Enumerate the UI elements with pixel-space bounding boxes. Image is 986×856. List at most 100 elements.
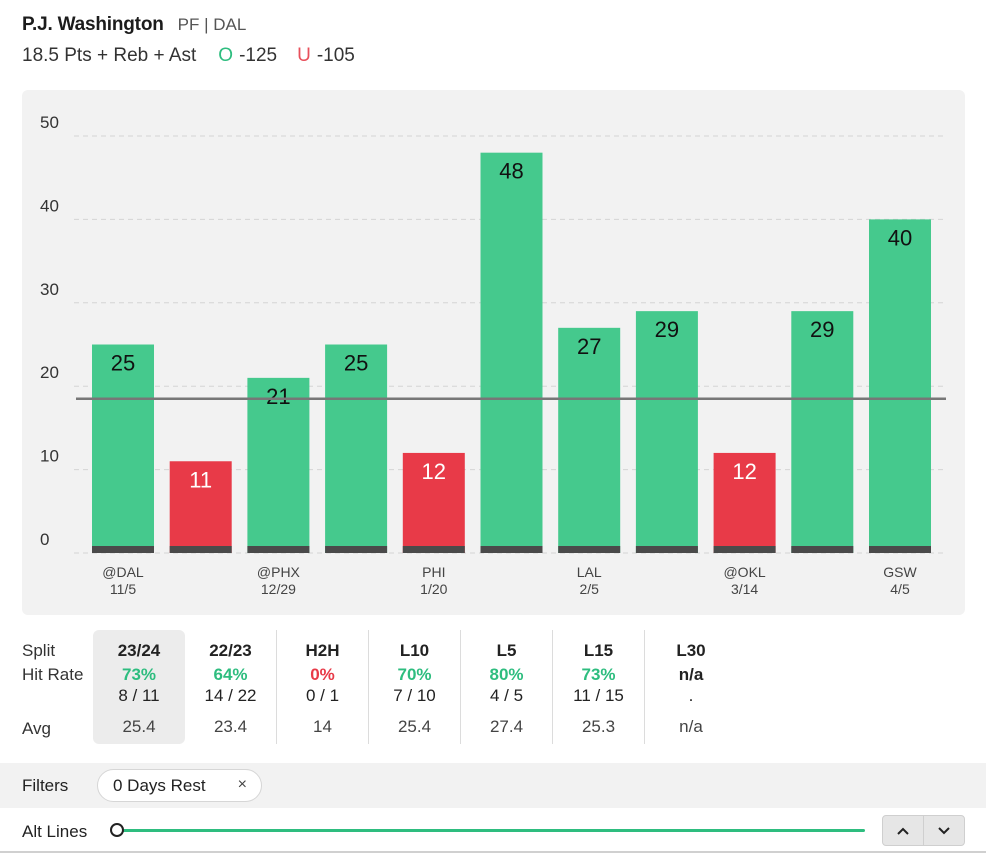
alt-lines-bar: Alt Lines xyxy=(0,808,986,853)
bar[interactable] xyxy=(791,311,854,553)
split-label: L5 xyxy=(496,641,517,660)
bar[interactable] xyxy=(635,311,698,553)
split-label: L15 xyxy=(583,641,614,660)
x-opponent-label: LAL xyxy=(577,564,602,580)
over-odds[interactable]: O -125 xyxy=(218,45,277,67)
hit-rate-value: n/a xyxy=(678,665,704,684)
split-column[interactable]: L5 80% 4 / 5 27.4 xyxy=(461,630,553,744)
hit-count-value: 14 / 22 xyxy=(204,686,257,705)
x-date-label: 3/14 xyxy=(731,581,758,597)
bar-value-label: 11 xyxy=(189,467,212,492)
hit-count-value: . xyxy=(688,686,694,705)
x-opponent-label: @OKL xyxy=(723,564,765,580)
player-position-team: PF | DAL xyxy=(177,15,247,34)
bar[interactable] xyxy=(92,344,154,554)
bar[interactable] xyxy=(713,452,776,553)
avg-value: 25.3 xyxy=(581,717,616,736)
x-date-label: 12/29 xyxy=(261,581,296,597)
split-column[interactable]: L10 70% 7 / 10 25.4 xyxy=(369,630,461,744)
bar-base xyxy=(635,546,698,553)
under-icon: U xyxy=(297,45,311,66)
x-date-label: 1/20 xyxy=(420,581,447,597)
bar-value-label: 29 xyxy=(810,317,834,342)
bar[interactable] xyxy=(558,327,621,553)
over-odds-value: -125 xyxy=(239,45,278,66)
hit-rate-value: 64% xyxy=(213,665,248,684)
hit-rate-value: 80% xyxy=(489,665,524,684)
bar-value-label: 25 xyxy=(111,351,135,376)
filters-bar: Filters 0 Days Rest × xyxy=(0,763,986,808)
hit-count-value: 7 / 10 xyxy=(393,686,436,705)
y-tick-label: 0 xyxy=(40,530,49,549)
split-column[interactable]: L15 73% 11 / 15 25.3 xyxy=(553,630,645,744)
split-label: 22/23 xyxy=(209,641,252,660)
bar-value-label: 48 xyxy=(499,159,523,184)
line-down-button[interactable] xyxy=(923,816,964,845)
bar[interactable] xyxy=(169,461,232,553)
hit-count-value: 0 / 1 xyxy=(305,686,340,705)
bar-base xyxy=(325,546,388,553)
bar-base xyxy=(558,546,621,553)
prop-line: 18.5 Pts + Reb + Ast xyxy=(22,45,197,66)
split-column[interactable]: H2H 0% 0 / 1 14 xyxy=(277,630,369,744)
avg-value: 25.4 xyxy=(397,717,432,736)
split-column[interactable]: L30 n/a. n/a xyxy=(645,630,737,744)
avg-value: 27.4 xyxy=(489,717,524,736)
bar[interactable] xyxy=(402,452,465,553)
player-name: P.J. Washington xyxy=(22,14,164,35)
bar-base xyxy=(713,546,776,553)
bar-base xyxy=(92,546,154,553)
line-up-button[interactable] xyxy=(883,816,923,845)
game-log-chart: 0 10 20 30 40 50 25 11 21 25 12 48 27 29 12 29 40 @DAL 11/… xyxy=(22,90,965,615)
bar-base xyxy=(791,546,854,553)
bar-value-label: 40 xyxy=(888,225,912,250)
bar-value-label: 25 xyxy=(344,351,368,376)
split-label: L10 xyxy=(399,641,430,660)
bar[interactable] xyxy=(869,219,931,553)
hit-rate-row-label: Hit Rate xyxy=(22,665,84,684)
bar-base xyxy=(402,546,465,553)
bar-value-label: 12 xyxy=(422,459,446,484)
chevron-down-icon xyxy=(938,826,950,834)
split-label: H2H xyxy=(305,641,340,660)
x-opponent-label: GSW xyxy=(883,564,917,580)
alt-lines-slider-track[interactable] xyxy=(117,829,865,832)
under-odds[interactable]: U -105 xyxy=(297,45,355,67)
split-label: 23/24 xyxy=(117,641,161,660)
bar-value-label: 27 xyxy=(577,334,601,359)
avg-value: n/a xyxy=(679,717,703,736)
y-tick-label: 40 xyxy=(40,196,59,215)
bar-base xyxy=(480,546,543,553)
y-tick-label: 10 xyxy=(40,447,59,466)
bar[interactable] xyxy=(325,344,388,554)
x-opponent-label: @DAL xyxy=(102,564,144,580)
close-icon[interactable]: × xyxy=(237,776,247,793)
avg-row-label: Avg xyxy=(22,719,51,738)
filter-chip-label: 0 Days Rest xyxy=(113,775,206,795)
over-icon: O xyxy=(218,45,234,66)
hit-count-value: 11 / 15 xyxy=(573,686,624,705)
split-row-label: Split xyxy=(22,641,56,660)
filter-chip-days-rest[interactable]: 0 Days Rest × xyxy=(97,769,262,802)
bar[interactable] xyxy=(247,377,310,553)
x-date-label: 2/5 xyxy=(579,581,599,597)
bar-chart: 0 10 20 30 40 50 25 11 21 25 12 48 27 29 12 29 40 @DAL11/… xyxy=(40,113,946,597)
split-column[interactable]: 22/23 64% 14 / 22 23.4 xyxy=(185,630,277,744)
avg-value: 25.4 xyxy=(122,717,156,736)
split-column[interactable]: 23/24 73% 8 / 11 25.4 xyxy=(93,630,185,744)
split-label: L30 xyxy=(676,641,706,660)
bar-base xyxy=(169,546,232,553)
chevron-up-icon xyxy=(897,827,909,835)
y-tick-label: 20 xyxy=(40,363,59,382)
alt-lines-slider-thumb[interactable] xyxy=(110,823,124,837)
x-date-label: 11/5 xyxy=(110,581,136,597)
bar-value-label: 12 xyxy=(732,459,756,484)
bar-base xyxy=(869,546,931,553)
splits-table: Split Hit Rate Avg 23/24 73% 8 / 11 25.4 22/… xyxy=(0,630,986,745)
bar[interactable] xyxy=(480,152,543,553)
alt-lines-label: Alt Lines xyxy=(22,822,88,841)
bar-value-label: 21 xyxy=(266,384,290,409)
y-tick-label: 30 xyxy=(40,280,59,299)
alt-lines-stepper xyxy=(882,815,965,846)
bar-base xyxy=(247,546,310,553)
